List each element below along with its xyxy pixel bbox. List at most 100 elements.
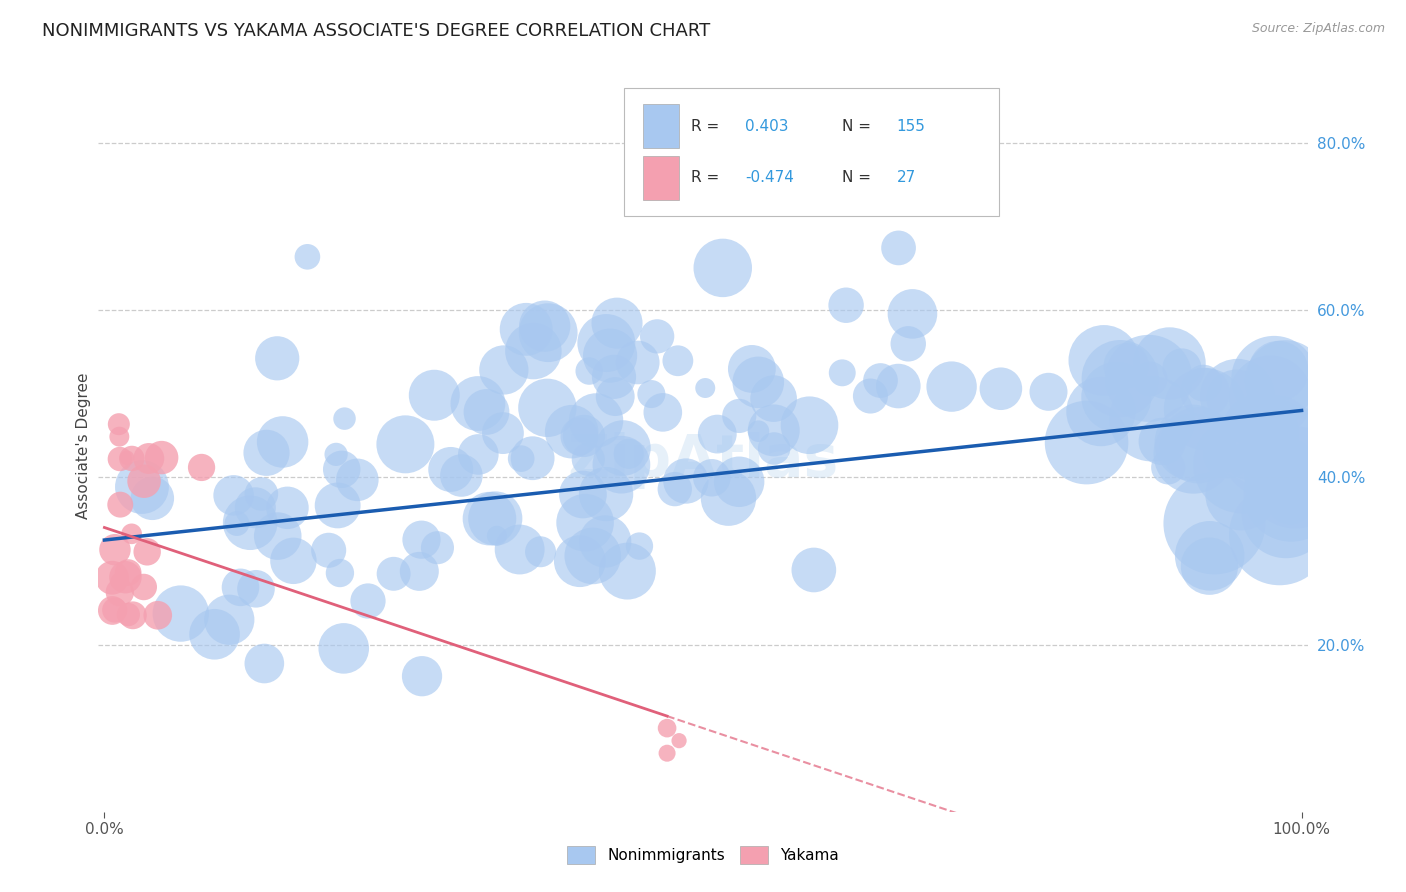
- Point: [655, 746, 678, 760]
- Text: 155: 155: [897, 119, 925, 134]
- Text: N =: N =: [842, 170, 872, 185]
- Point: [664, 482, 686, 496]
- Point: [762, 423, 785, 437]
- Point: [326, 499, 349, 513]
- Point: [1139, 372, 1161, 386]
- Point: [585, 413, 607, 427]
- Point: [1218, 446, 1240, 460]
- Point: [1181, 435, 1204, 450]
- Point: [146, 608, 169, 623]
- Point: [467, 447, 489, 461]
- Point: [492, 363, 515, 377]
- Point: [595, 336, 617, 351]
- Point: [747, 424, 769, 438]
- Point: [325, 447, 347, 461]
- Point: [357, 594, 380, 608]
- Text: 0.403: 0.403: [745, 119, 789, 134]
- Point: [204, 627, 226, 641]
- Point: [510, 451, 533, 466]
- Point: [1152, 434, 1174, 449]
- Point: [522, 344, 544, 359]
- Point: [572, 429, 595, 443]
- Point: [121, 451, 143, 466]
- Text: Source: ZipAtlas.com: Source: ZipAtlas.com: [1251, 22, 1385, 36]
- Point: [218, 613, 240, 627]
- Point: [245, 500, 267, 515]
- Y-axis label: Associate's Degree: Associate's Degree: [76, 373, 91, 519]
- Text: R =: R =: [690, 170, 718, 185]
- Point: [297, 250, 319, 264]
- Point: [1267, 424, 1289, 438]
- Point: [271, 434, 294, 449]
- Point: [330, 462, 353, 476]
- Text: R =: R =: [690, 119, 718, 134]
- Point: [515, 322, 537, 336]
- Point: [1137, 371, 1160, 385]
- Point: [869, 374, 891, 388]
- FancyBboxPatch shape: [624, 87, 1000, 216]
- Point: [595, 487, 617, 501]
- Point: [107, 574, 129, 589]
- Point: [700, 471, 723, 485]
- Point: [1279, 487, 1302, 501]
- Point: [190, 460, 212, 475]
- Point: [108, 430, 131, 444]
- Point: [333, 411, 356, 425]
- Point: [574, 516, 596, 530]
- Point: [1230, 488, 1253, 502]
- Point: [1105, 390, 1128, 404]
- Point: [411, 669, 433, 683]
- Point: [132, 474, 155, 488]
- Point: [1204, 516, 1226, 531]
- Point: [329, 566, 352, 580]
- Point: [1278, 435, 1301, 450]
- Point: [695, 381, 717, 395]
- Text: 27: 27: [897, 170, 915, 185]
- Point: [617, 447, 640, 461]
- Point: [1284, 470, 1306, 484]
- Point: [1226, 389, 1249, 403]
- Point: [728, 409, 751, 423]
- Point: [668, 733, 690, 747]
- Point: [256, 446, 278, 460]
- FancyBboxPatch shape: [643, 104, 679, 148]
- Point: [108, 585, 131, 599]
- Point: [578, 364, 600, 378]
- Point: [831, 366, 853, 380]
- Point: [108, 417, 131, 432]
- Point: [901, 307, 924, 321]
- Point: [283, 554, 305, 568]
- Text: -0.474: -0.474: [745, 170, 794, 185]
- Point: [136, 545, 159, 559]
- Point: [222, 488, 245, 502]
- Point: [110, 498, 132, 512]
- Point: [150, 450, 173, 465]
- Point: [475, 405, 498, 419]
- Point: [1263, 372, 1285, 386]
- Point: [1260, 442, 1282, 456]
- Point: [728, 475, 751, 489]
- Point: [267, 529, 290, 543]
- Point: [411, 533, 433, 547]
- Point: [121, 608, 143, 623]
- Point: [675, 474, 697, 488]
- Point: [492, 426, 515, 441]
- Point: [115, 450, 138, 465]
- Point: [408, 565, 430, 579]
- Point: [616, 564, 638, 578]
- Point: [1198, 559, 1220, 574]
- Point: [1267, 364, 1289, 378]
- Point: [138, 451, 160, 466]
- Point: [582, 549, 605, 563]
- Point: [1192, 376, 1215, 391]
- Point: [651, 405, 673, 419]
- FancyBboxPatch shape: [643, 155, 679, 200]
- Point: [593, 534, 616, 549]
- Point: [897, 336, 920, 351]
- Point: [522, 451, 544, 466]
- Point: [509, 542, 531, 557]
- Point: [706, 427, 728, 442]
- Point: [576, 452, 599, 467]
- Point: [266, 351, 288, 366]
- Point: [1140, 412, 1163, 426]
